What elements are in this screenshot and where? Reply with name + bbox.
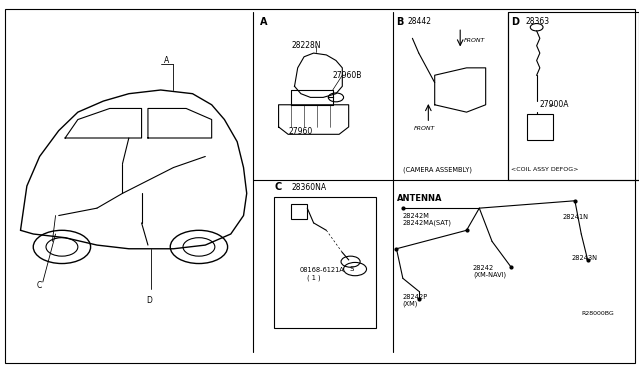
Text: 28242: 28242 xyxy=(473,265,494,271)
Text: 28241N: 28241N xyxy=(562,214,588,220)
Text: A: A xyxy=(259,17,267,27)
Bar xyxy=(291,205,307,219)
Text: 28360NA: 28360NA xyxy=(291,183,326,192)
Text: (CAMERA ASSEMBLY): (CAMERA ASSEMBLY) xyxy=(403,166,472,173)
Text: C: C xyxy=(274,182,282,192)
Text: 28363: 28363 xyxy=(525,17,549,26)
Text: 28243N: 28243N xyxy=(572,255,598,261)
Text: 28242MA(SAT): 28242MA(SAT) xyxy=(403,220,452,226)
Text: <COIL ASSY DEFOG>: <COIL ASSY DEFOG> xyxy=(511,167,579,172)
Text: 08168-6121A: 08168-6121A xyxy=(300,267,344,273)
Text: D: D xyxy=(511,17,519,27)
Text: 27960: 27960 xyxy=(288,127,312,136)
Text: 28242M: 28242M xyxy=(403,213,429,219)
Text: (XM-NAVI): (XM-NAVI) xyxy=(473,271,506,278)
Text: R28000BG: R28000BG xyxy=(581,311,614,316)
Text: ( 1 ): ( 1 ) xyxy=(307,274,321,281)
Text: 27900A: 27900A xyxy=(540,100,570,109)
Bar xyxy=(274,197,376,328)
Text: 28242P: 28242P xyxy=(403,294,428,300)
Text: FRONT: FRONT xyxy=(463,38,484,43)
Text: S: S xyxy=(349,266,354,272)
Text: A: A xyxy=(164,56,169,65)
Bar xyxy=(508,13,639,180)
Text: 28442: 28442 xyxy=(408,17,432,26)
Text: D: D xyxy=(147,296,152,305)
Text: C: C xyxy=(36,281,42,290)
Text: ANTENNA: ANTENNA xyxy=(396,194,442,203)
Text: FRONT: FRONT xyxy=(414,126,436,131)
Text: B: B xyxy=(396,17,404,27)
Bar xyxy=(527,114,552,140)
Text: 28228N: 28228N xyxy=(291,41,321,50)
Text: (XM): (XM) xyxy=(403,300,418,307)
Text: 27960B: 27960B xyxy=(333,71,362,80)
